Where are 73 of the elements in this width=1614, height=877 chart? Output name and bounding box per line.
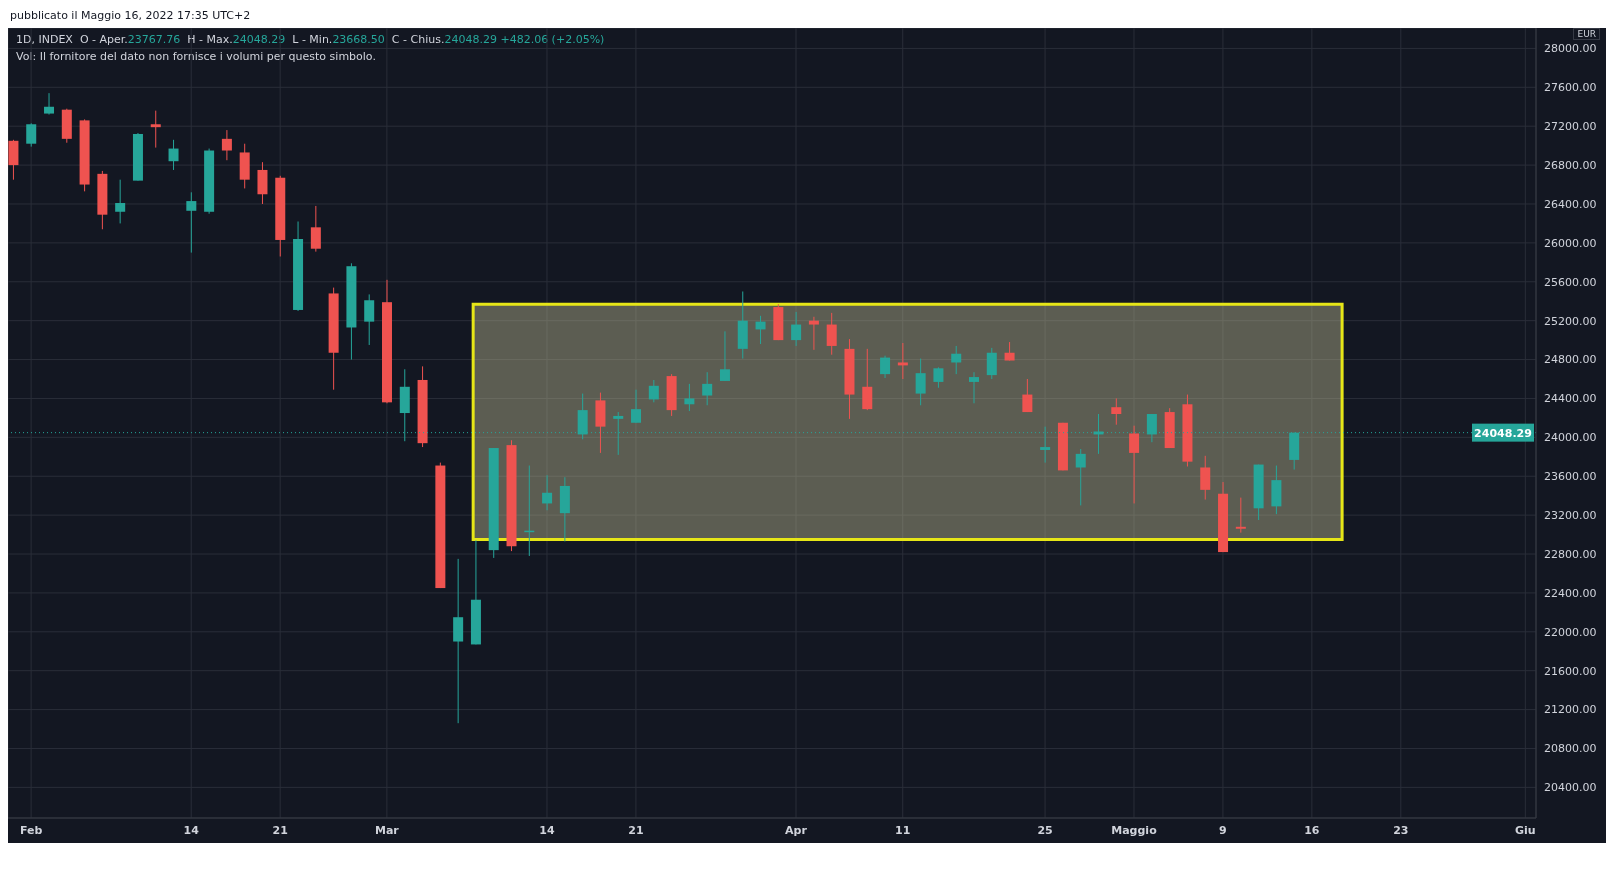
candlestick	[1129, 425, 1140, 504]
y-tick-label: 26000.00	[1544, 236, 1597, 250]
candlestick	[221, 129, 232, 161]
candlestick	[951, 345, 962, 375]
y-tick-label: 21600.00	[1544, 664, 1597, 678]
y-tick-label: 22000.00	[1544, 625, 1597, 639]
candlestick	[1111, 397, 1122, 426]
candlestick	[364, 293, 375, 346]
y-tick-label: 25600.00	[1544, 275, 1597, 289]
candlestick	[702, 371, 713, 406]
candlestick	[1075, 448, 1086, 506]
candlestick	[44, 92, 55, 116]
x-tick-label: 9	[1219, 823, 1227, 837]
x-tick-label: 21	[272, 823, 288, 837]
candlestick	[115, 179, 126, 224]
candlestick	[791, 311, 802, 347]
y-tick-label: 20400.00	[1544, 781, 1597, 795]
candlestick	[150, 110, 161, 149]
y-tick-label: 22400.00	[1544, 586, 1597, 600]
y-tick-label: 27200.00	[1544, 120, 1597, 134]
candlestick	[310, 205, 321, 253]
text: Vol: Il fornitore del dato non fornisce i volumi per questo simbolo.	[16, 50, 376, 63]
candlestick	[719, 330, 730, 382]
x-tick-label: 21	[628, 823, 644, 837]
candlestick	[631, 389, 642, 424]
ref-line-label: 24048.29	[1474, 426, 1532, 440]
x-tick-label: Maggio	[1111, 823, 1158, 837]
y-tick-label: 23600.00	[1544, 470, 1597, 484]
candlestick	[808, 316, 819, 351]
text: pubblicato il Maggio 16, 2022 17:35 UTC+2	[9, 8, 252, 24]
y-tick-label: 24400.00	[1544, 392, 1597, 406]
y-tick-label: 27600.00	[1544, 81, 1597, 95]
y-tick-label: 25200.00	[1544, 314, 1597, 328]
x-tick-label: Mar	[374, 823, 400, 837]
candlestick	[969, 371, 979, 404]
candlestick	[1004, 341, 1015, 362]
x-tick-label: 14	[539, 823, 555, 837]
x-tick-label: Giu	[1515, 823, 1536, 837]
x-tick-label: 11	[895, 823, 911, 837]
y-tick-label: 24000.00	[1544, 431, 1597, 445]
candlestick	[26, 122, 37, 148]
chart-title: 1D, INDEX O - Aper.23767.76 H - Max.24048.29 L - Min.23668.50 C - Chius.24048.29 +482.06 (+2.05%)	[16, 33, 605, 46]
candlestick	[1022, 378, 1033, 413]
x-tick-label: Apr	[785, 823, 808, 837]
x-tick-label: Feb	[19, 823, 43, 837]
candlestick	[542, 474, 553, 511]
x-tick-label: 16	[1304, 823, 1320, 837]
candlestick	[862, 348, 873, 411]
candlestick	[826, 312, 837, 356]
candlestick	[915, 358, 926, 406]
candlestick	[755, 315, 766, 345]
candlestick	[1200, 455, 1211, 501]
x-tick-label: 23	[1393, 823, 1409, 837]
y-tick-label: 26800.00	[1544, 159, 1597, 172]
candlestick	[986, 347, 997, 380]
candlestick	[648, 379, 659, 403]
y-tick-label: 21200.00	[1544, 703, 1597, 717]
candlestick	[1235, 497, 1246, 534]
candlestick	[684, 383, 695, 412]
text: EUR	[1573, 28, 1600, 40]
candlestick	[168, 139, 179, 171]
candlestick	[186, 191, 197, 254]
candlestick	[933, 366, 944, 389]
y-tick-label: 24800.00	[1544, 353, 1597, 367]
candlestick	[880, 355, 891, 379]
y-tick-label: 22800.00	[1544, 547, 1597, 561]
y-tick-label: 28000.00	[1544, 42, 1597, 56]
x-tick-label: 14	[183, 823, 200, 837]
y-tick-label: 20800.00	[1544, 742, 1597, 756]
x-tick-label: 25	[1037, 823, 1053, 837]
candlestick	[897, 342, 908, 380]
y-tick-label: 26400.00	[1544, 197, 1597, 211]
y-tick-label: 23200.00	[1544, 509, 1597, 523]
